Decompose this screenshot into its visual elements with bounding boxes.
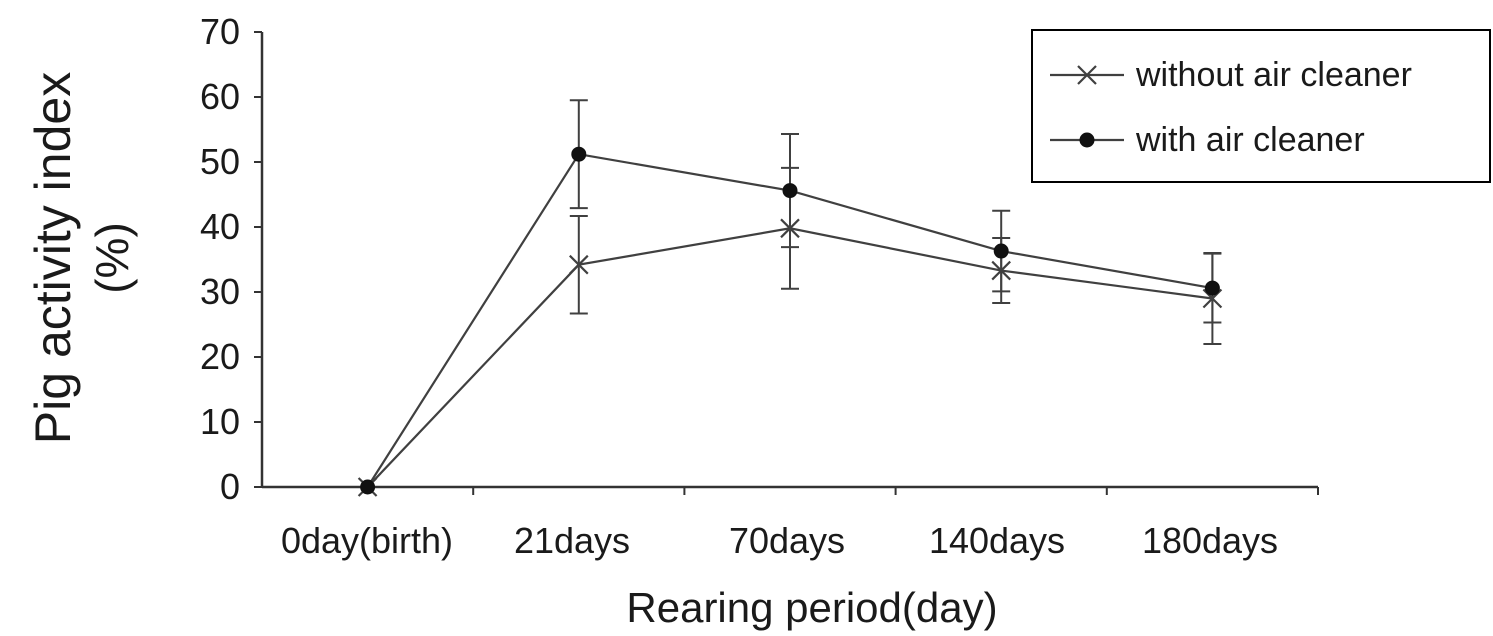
series-layer <box>357 99 1223 497</box>
legend-items: without air cleaner with air cleaner <box>1050 56 1412 159</box>
y-tick-label: 20 <box>200 336 240 377</box>
data-point <box>571 146 587 162</box>
y-tick-label: 30 <box>200 271 240 312</box>
legend-label: with air cleaner <box>1135 121 1365 159</box>
data-point <box>1204 280 1220 296</box>
data-point <box>360 479 376 495</box>
y-tick-label: 50 <box>200 141 240 182</box>
legend-label: without air cleaner <box>1135 56 1412 94</box>
y-axis-ticks: 0 10 20 30 40 50 60 70 <box>200 11 262 507</box>
y-tick-label: 10 <box>200 401 240 442</box>
x-tick-label: 180days <box>1142 520 1278 561</box>
legend-box <box>1031 29 1491 183</box>
x-axis-title: Rearing period(day) <box>626 584 997 631</box>
legend-item: without air cleaner <box>1050 56 1412 94</box>
x-tick-label: 21days <box>514 520 630 561</box>
legend-item: with air cleaner <box>1050 121 1365 159</box>
x-marker-stroke <box>569 254 589 275</box>
y-axis-title-text: Pig activity index <box>25 72 81 444</box>
legend-marker <box>1077 65 1097 85</box>
x-tick-label: 0day(birth) <box>281 520 453 561</box>
data-point <box>782 183 798 199</box>
axes <box>260 32 1318 489</box>
y-tick-label: 60 <box>200 76 240 117</box>
data-point <box>993 243 1009 259</box>
x-marker-stroke <box>1077 65 1097 85</box>
y-tick-label: 40 <box>200 206 240 247</box>
legend-marker <box>1079 132 1095 148</box>
y-axis-unit: (%) <box>86 222 138 294</box>
x-tick-label: 140days <box>929 520 1065 561</box>
data-point <box>569 254 589 275</box>
y-tick-label: 0 <box>220 466 240 507</box>
y-tick-label: 70 <box>200 11 240 52</box>
y-axis-title: Pig activity index (%) <box>25 72 138 444</box>
x-axis-ticks: 0day(birth) 21days 70days 140days 180days <box>281 487 1319 561</box>
legend: without air cleaner with air cleaner <box>1031 29 1491 183</box>
x-tick-label: 70days <box>729 520 845 561</box>
series-1 <box>360 99 1222 495</box>
